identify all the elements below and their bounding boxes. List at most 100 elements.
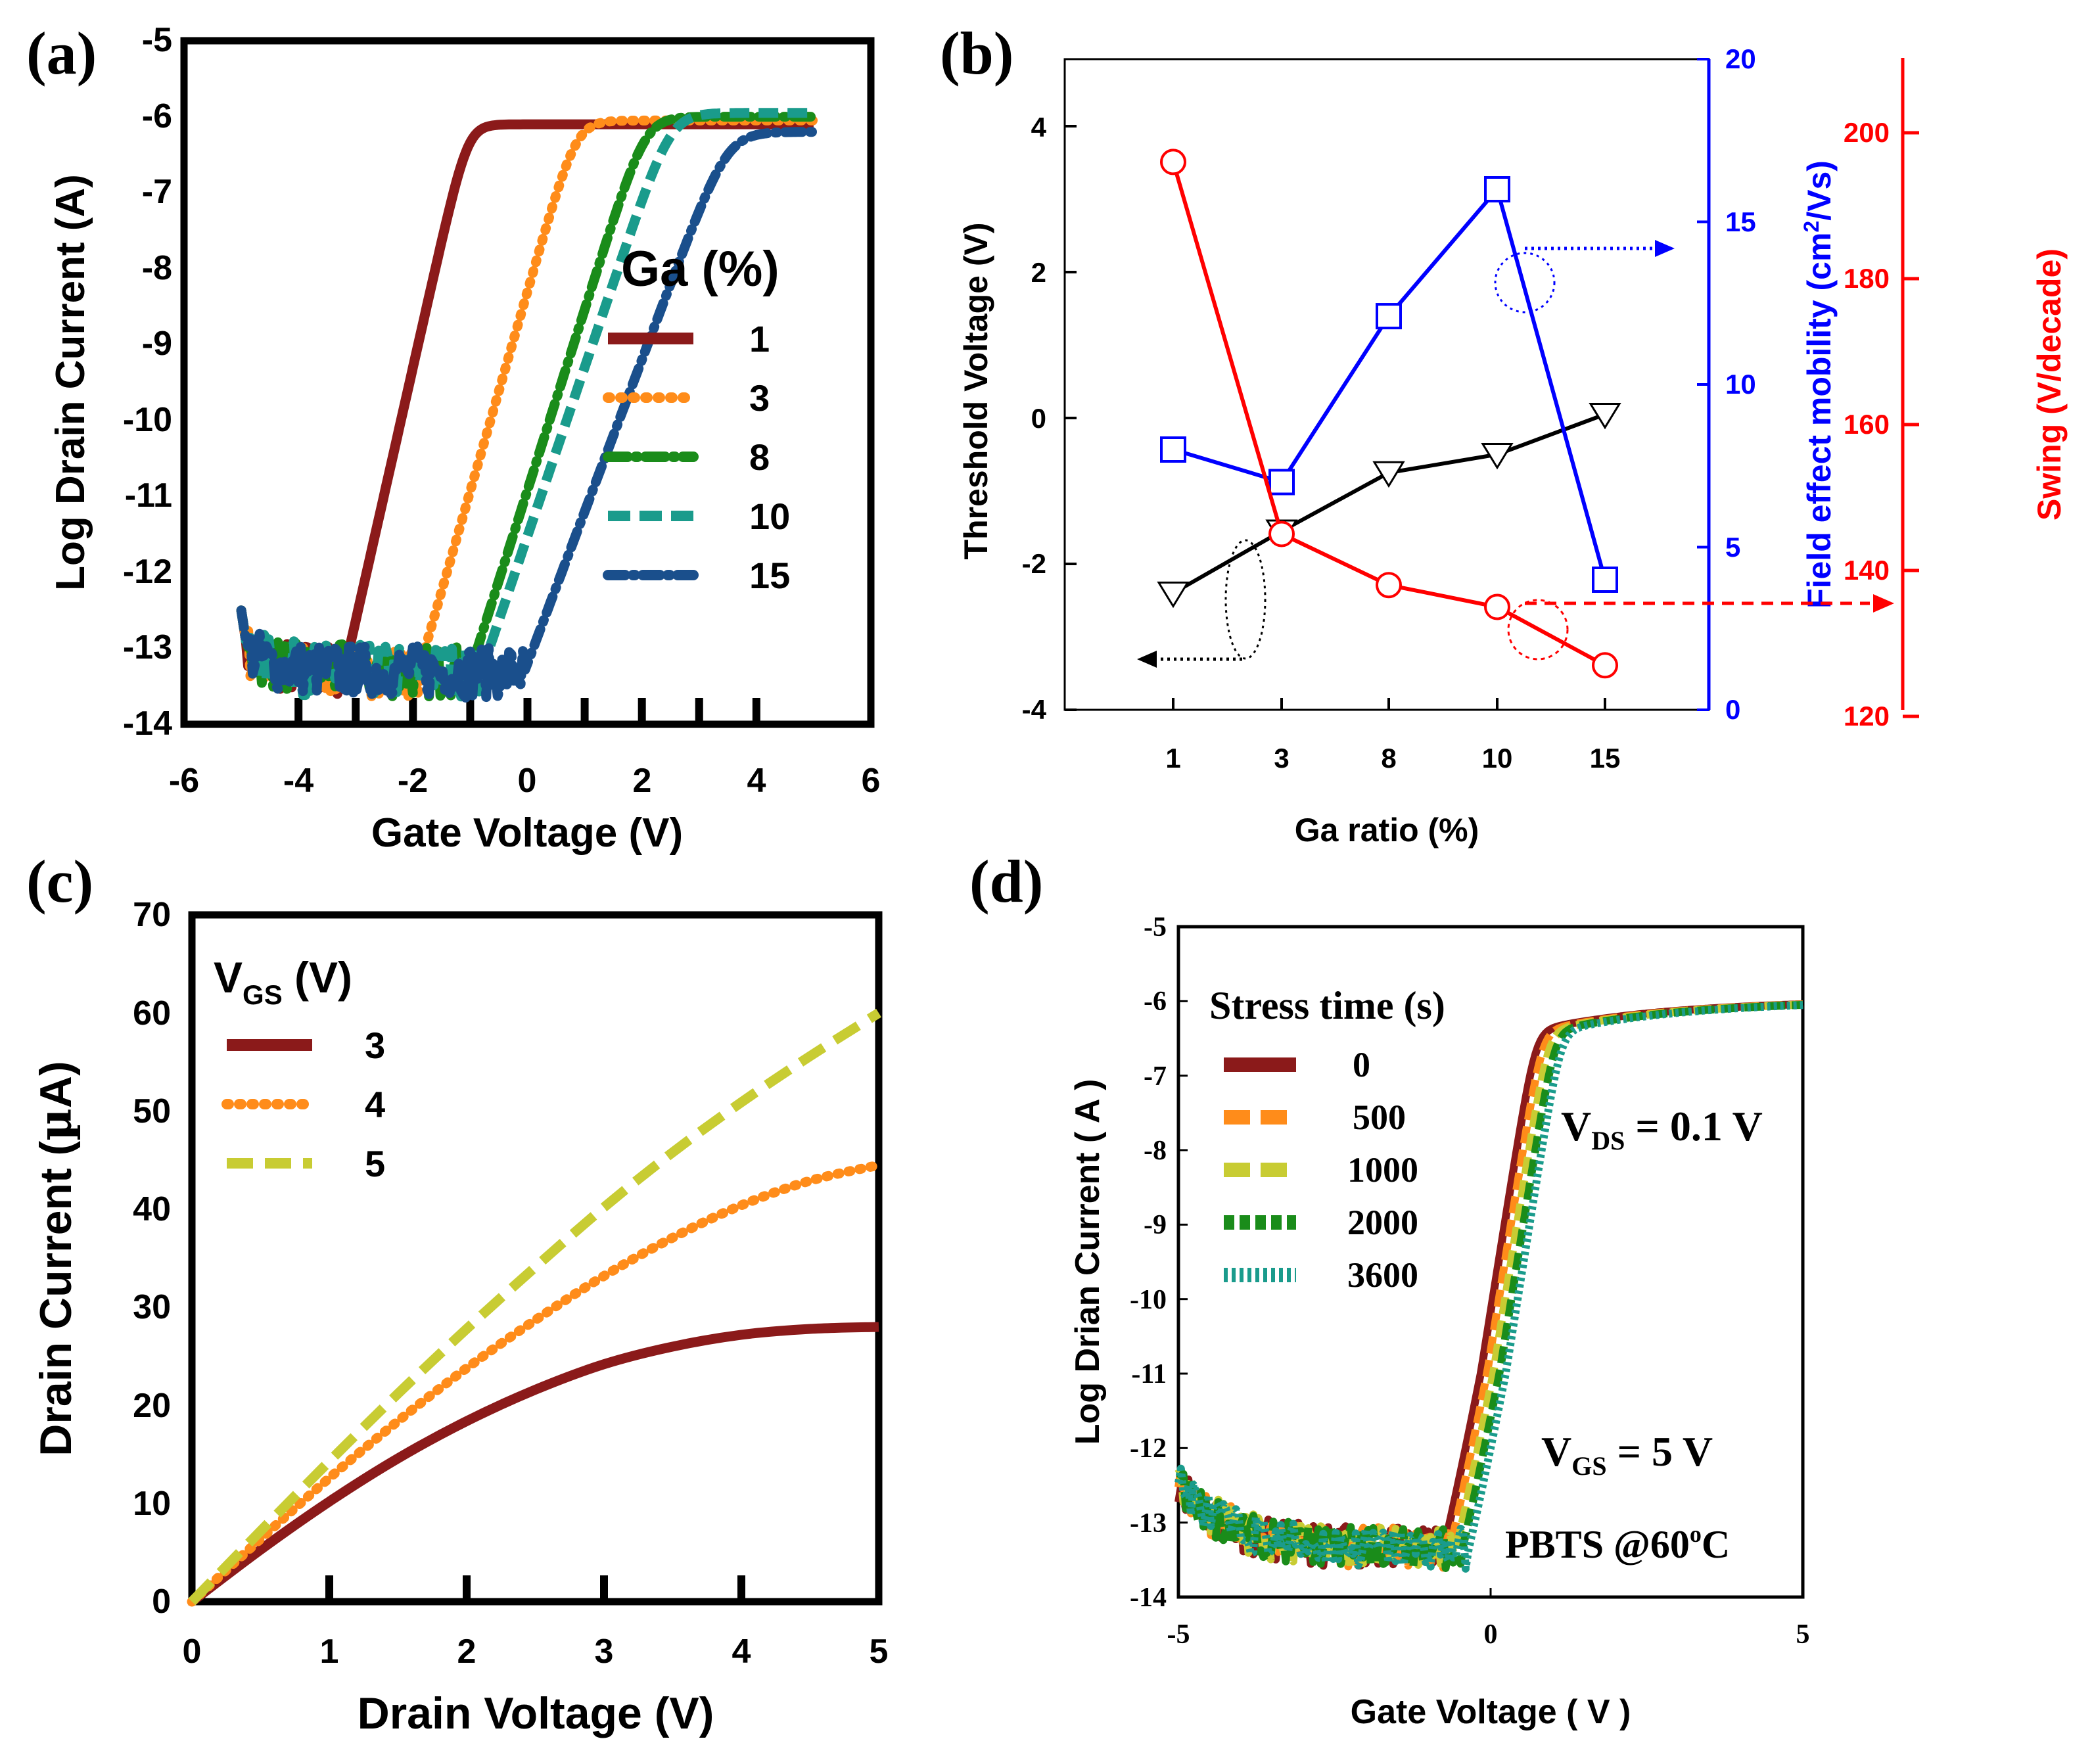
c-ytick: 20 (133, 1387, 171, 1425)
d-series-500-line (1174, 1000, 1805, 1572)
d-legend-label-2000: 2000 (1347, 1203, 1418, 1242)
b-swing-point (1268, 521, 1295, 547)
panel-d-y-tick-labels: -14 -13 -12 -11 -10 -9 -8 -7 -6 -5 (1130, 912, 1167, 1613)
b-left-tick: 0 (1031, 403, 1046, 434)
c-xtick: 4 (732, 1633, 751, 1671)
a-xtick: 2 (633, 762, 652, 800)
b-mobility-axis-title: Field effect mobility (cm2/Vs) (1800, 160, 1838, 609)
a-legend-label-8: 8 (749, 436, 770, 478)
a-ytick: -5 (142, 21, 172, 59)
panel-c-x-tick-labels: 0 1 2 3 4 5 (183, 1633, 889, 1671)
b-xtick: 10 (1482, 743, 1513, 774)
c-series-4-line (187, 1160, 884, 1607)
c-ytick: 50 (133, 1092, 171, 1130)
panel-a-curves (236, 108, 819, 703)
d-legend-label-3600: 3600 (1347, 1255, 1418, 1295)
b-left-tick-labels: -4 -2 0 2 4 (1022, 112, 1047, 725)
d-vds-main: V (1561, 1103, 1591, 1149)
b-triangle-down-series-line (1172, 412, 1606, 595)
b-mobility-title-end: /Vs) (1801, 160, 1838, 221)
b-mobility-point (1592, 567, 1618, 593)
a-ytick: -6 (142, 97, 172, 135)
a-series-10-line (236, 108, 816, 703)
a-legend-label-15: 15 (749, 555, 790, 596)
a-xtick: 6 (862, 762, 881, 800)
b-mobility-tick: 0 (1725, 694, 1740, 725)
a-series-15-line (236, 127, 819, 703)
c-legend-title-main: V (214, 953, 243, 1002)
panel-a-legend: Ga (%) 1 3 8 10 15 (603, 241, 790, 596)
b-left-tick: -4 (1022, 694, 1047, 725)
d-legend-label-0: 0 (1353, 1045, 1370, 1084)
b-left-tick: -2 (1022, 548, 1046, 579)
c-xtick: 2 (457, 1633, 477, 1671)
b-swing-tick: 200 (1844, 117, 1890, 148)
panel-b-series (1157, 149, 1621, 679)
b-left-tick: 4 (1031, 112, 1047, 143)
b-vth-arrowhead (1137, 651, 1157, 668)
d-xtick: 5 (1796, 1619, 1810, 1650)
panel-d: (d) -14 -13 -12 -11 -10 -9 -8 -7 -6 -5 -… (969, 848, 1810, 1731)
b-left-axis-title: Threshold Voltage (V) (958, 223, 994, 560)
d-pbts-annotation: PBTS @60oC (1505, 1521, 1730, 1566)
a-xtick: -2 (398, 762, 428, 800)
panel-label-b: (b) (940, 20, 1013, 87)
b-mobility-tick: 5 (1725, 532, 1740, 563)
b-x-tick-labels: 1 3 8 10 15 (1165, 743, 1620, 774)
a-ytick: -13 (123, 628, 172, 666)
d-x-axis-title: Gate Voltage ( V ) (1351, 1693, 1631, 1731)
a-ytick: -7 (142, 173, 172, 211)
d-vds-sub: DS (1591, 1126, 1625, 1155)
c-legend-label-3: 3 (365, 1025, 385, 1066)
d-pbts-end: C (1702, 1523, 1730, 1566)
b-xtick: 8 (1381, 743, 1396, 774)
b-vth-point (1481, 443, 1514, 470)
b-mobility-point (1268, 469, 1295, 496)
c-ylabel-mu: µ (30, 1108, 82, 1141)
c-ylabel-main: Drain Current ( (31, 1141, 81, 1456)
b-swing-tick: 140 (1844, 555, 1890, 586)
d-ytick: -13 (1130, 1508, 1167, 1539)
b-x-axis-title: Ga ratio (%) (1295, 812, 1479, 848)
panel-d-ticks (1177, 925, 1804, 1598)
panel-b-ticks (1065, 58, 1919, 718)
d-vds-end: = 0.1 V (1625, 1103, 1763, 1149)
d-ytick: -12 (1130, 1433, 1167, 1464)
a-y-axis-title: Log Drain Current (A) (48, 174, 93, 591)
b-mobility-point (1484, 176, 1510, 202)
c-ytick: 30 (133, 1288, 171, 1326)
d-pbts-sup: o (1690, 1521, 1702, 1547)
a-legend-label-3: 3 (749, 377, 770, 419)
b-mobility-point (1160, 436, 1186, 463)
d-ytick: -8 (1144, 1136, 1167, 1166)
a-ytick: -11 (125, 476, 172, 515)
c-legend-label-5: 5 (365, 1143, 385, 1184)
d-series-1000-line (1174, 1000, 1805, 1571)
panel-a-ticks (294, 698, 760, 724)
panel-d-frame (1176, 925, 1805, 1599)
a-legend-title: Ga (%) (621, 241, 779, 297)
d-series-2000-line (1176, 1000, 1805, 1572)
d-vgs-annotation: VGS = 5 V (1541, 1428, 1713, 1481)
a-ytick: -9 (142, 325, 172, 363)
b-swing-point (1376, 572, 1402, 599)
panel-c-legend: VGS (V) 3 4 5 (214, 953, 385, 1184)
c-ytick: 40 (133, 1190, 171, 1228)
panel-c-y-tick-labels: 0 10 20 30 40 50 60 70 (133, 896, 171, 1621)
a-legend-label-10: 10 (749, 496, 790, 537)
c-y-axis-title: Drain Current (µA) (30, 1061, 82, 1456)
b-swing-point (1484, 593, 1510, 620)
b-swing-axis-title: Swing (V/decade) (2031, 248, 2068, 521)
panel-d-x-tick-labels: -5 0 5 (1167, 1619, 1810, 1650)
d-ytick: -9 (1144, 1210, 1167, 1240)
d-pbts-main: PBTS @60 (1505, 1523, 1690, 1566)
a-xtick: 0 (518, 762, 537, 800)
panel-c-curves (187, 1008, 884, 1607)
b-mobility-tick: 20 (1725, 43, 1756, 74)
c-series-5-line (188, 1008, 881, 1606)
panel-c-ticks (325, 1575, 745, 1602)
a-series-1-line (236, 119, 816, 699)
a-series-8-line (236, 112, 819, 703)
b-swing-tick: 120 (1844, 701, 1890, 731)
